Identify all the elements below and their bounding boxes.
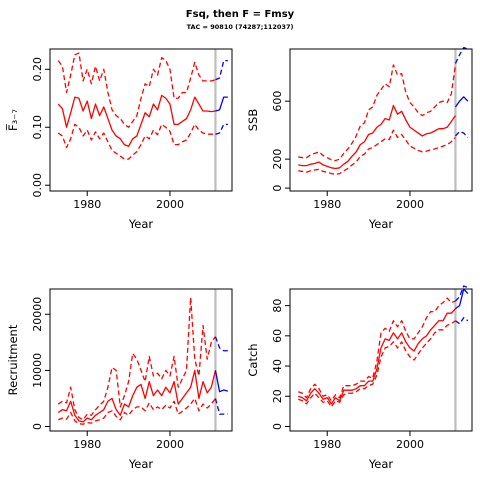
ssb-x-tick-label: 1980: [313, 198, 341, 211]
recruitment-x-tick-label: 1980: [73, 438, 101, 451]
panel-catch: 1980 2000 0 20 40 60 80 Year Catch: [246, 285, 473, 471]
ssb-y-tick-label: 0: [271, 185, 284, 192]
catch-x-tick-label: 2000: [396, 438, 424, 451]
recruitment-projection-upper-line: [214, 336, 228, 352]
fbar-plot-frame: [49, 48, 233, 192]
catch-x-tick-label: 1980: [313, 438, 341, 451]
fbar-y-axis-label: F̅₃₋₇: [5, 109, 20, 131]
fbar-historic-median-line: [57, 94, 216, 148]
panel-ssb: 1980 2000 0 200 600 Year SSB: [246, 46, 473, 231]
ssb-x-axis-label: Year: [368, 217, 394, 231]
fbar-x-axis-label: Year: [128, 217, 154, 231]
catch-projection-lower-line: [455, 317, 469, 325]
recruitment-historic-upper-line: [57, 296, 216, 421]
catch-projection-median-line: [455, 288, 469, 310]
figure-title: Fsq, then F = Fmsy: [185, 9, 295, 20]
recruitment-y-axis-label: Recruitment: [6, 324, 20, 395]
fbar-y-tick-label: 0.00: [31, 173, 44, 198]
ssb-historic-median-line: [298, 104, 456, 170]
catch-historic-median-line: [298, 308, 456, 405]
recruitment-historic-median-line: [57, 369, 217, 423]
catch-y-tick-label: 0: [271, 423, 284, 430]
recruitment-plot-frame: [49, 288, 233, 432]
ssb-plot-frame: [289, 48, 473, 192]
catch-historic-lower-line: [298, 320, 456, 408]
catch-y-tick-label: 20: [271, 389, 284, 403]
fbar-historic-lower-line: [57, 123, 216, 160]
panel-fbar: 1980 2000 0.00 0.10 0.20 Year F̅₃₋₇: [5, 48, 233, 231]
ssb-y-tick-label: 200: [271, 149, 284, 170]
ssb-x-tick-label: 2000: [396, 198, 424, 211]
fbar-y-tick-label: 0.10: [31, 115, 44, 140]
recruitment-projection-lower-line: [214, 398, 228, 415]
figure-subtitle: TAC = 90810 (74287;112037): [186, 23, 294, 31]
fbar-projection-lower-line: [215, 123, 228, 135]
catch-projection-upper-line: [454, 285, 469, 302]
catch-plot-frame: [289, 288, 473, 432]
fbar-projection-upper-line: [215, 59, 228, 81]
recruitment-historic-lower-line: [58, 397, 216, 425]
catch-x-axis-label: Year: [368, 457, 394, 471]
ssb-historic-upper-line: [298, 64, 457, 162]
ssb-projection-upper-line: [454, 46, 469, 64]
fbar-x-tick-label: 1980: [73, 198, 101, 211]
fbar-projection-median-line: [215, 96, 228, 112]
recruitment-y-tick-label: 0: [31, 423, 44, 430]
recruitment-y-tick-label: 20000: [31, 297, 44, 332]
fbar-x-tick-label: 2000: [156, 198, 184, 211]
catch-y-axis-label: Catch: [246, 343, 260, 376]
fbar-historic-upper-line: [57, 52, 216, 128]
ssb-y-axis-label: SSB: [246, 109, 260, 132]
catch-y-tick-label: 40: [271, 359, 284, 373]
catch-y-tick-label: 80: [271, 299, 284, 313]
ssb-y-tick-label: 600: [271, 91, 284, 112]
recruitment-y-tick-label: 10000: [31, 353, 44, 388]
ssb-projection-lower-line: [454, 130, 469, 138]
recruitment-x-axis-label: Year: [128, 457, 154, 471]
catch-historic-upper-line: [298, 297, 456, 402]
fbar-y-tick-label: 0.20: [31, 57, 44, 82]
ssb-historic-lower-line: [298, 129, 456, 175]
recruitment-x-tick-label: 2000: [156, 438, 184, 451]
catch-y-tick-label: 60: [271, 329, 284, 343]
recruitment-projection-median-line: [214, 370, 229, 393]
ssb-projection-median-line: [454, 96, 469, 108]
